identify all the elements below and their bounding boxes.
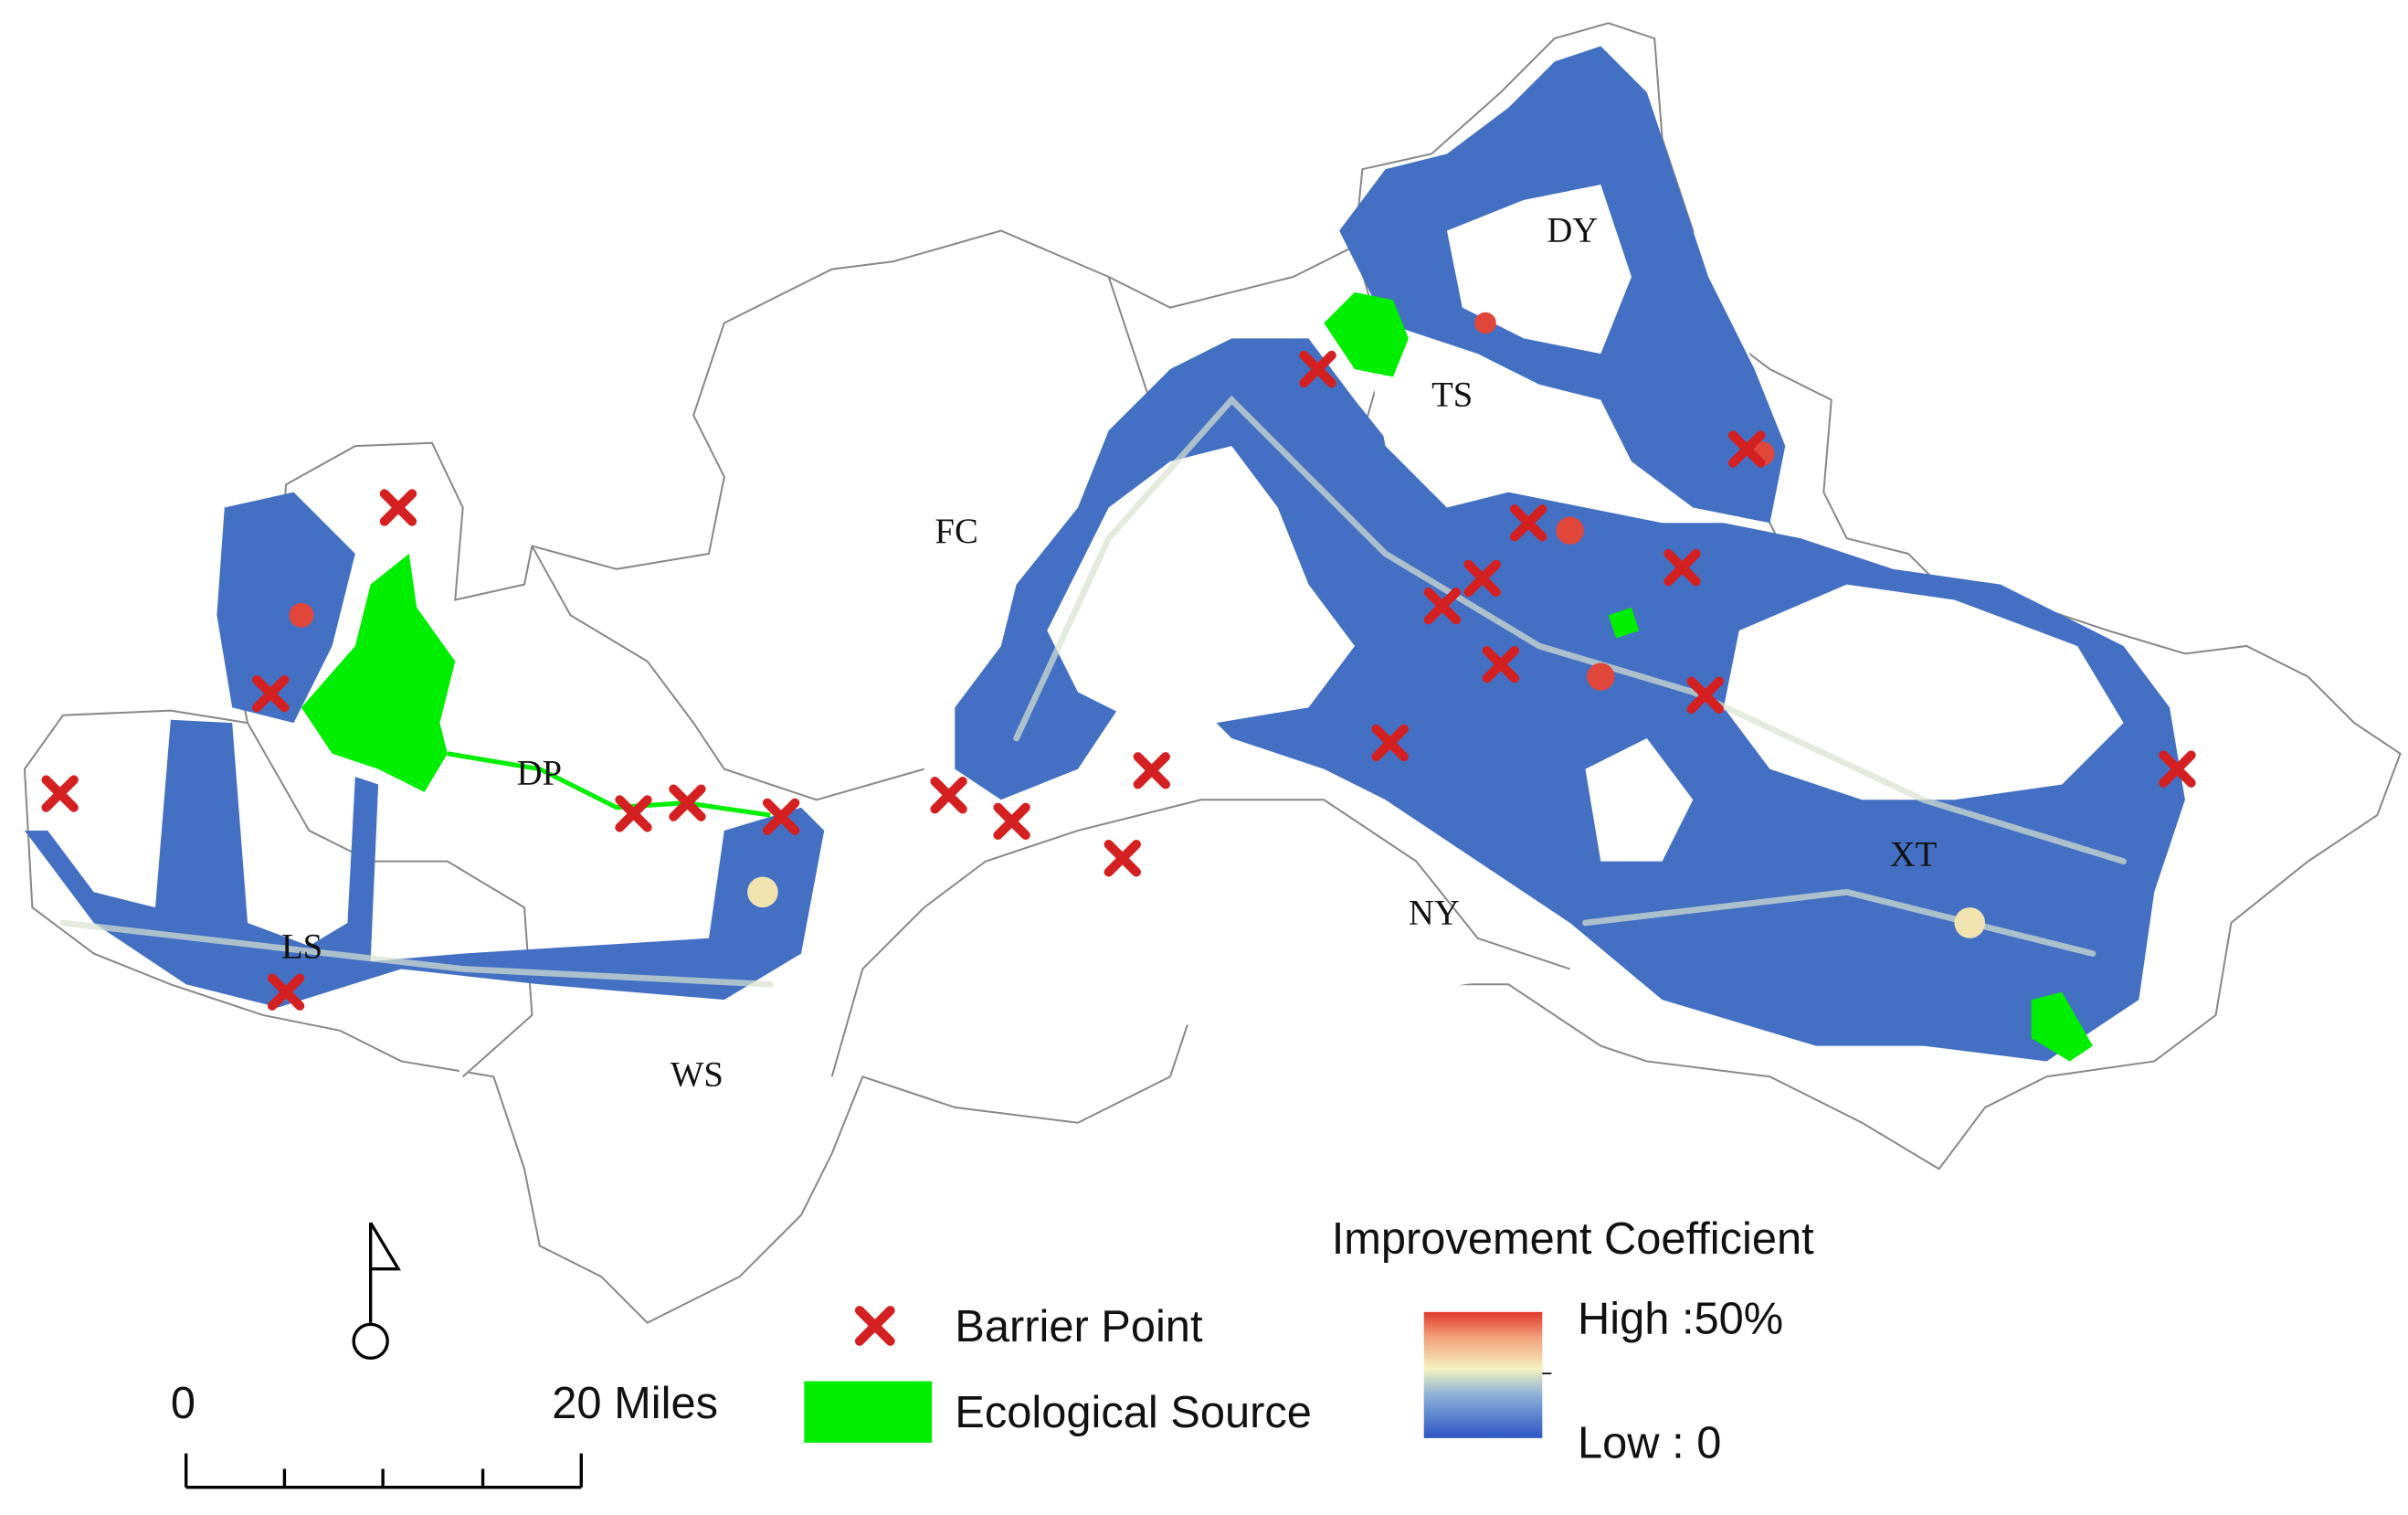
region-border [247, 722, 533, 1078]
hotspot [747, 876, 778, 908]
hotspot [1556, 516, 1584, 545]
region-labels: DY TS FC DP NY LS WS XT [281, 211, 1937, 1094]
barrier-point [1482, 645, 1520, 683]
hotspot [1954, 907, 1986, 938]
ecological-source [1324, 291, 1409, 377]
legend-title: Improvement Coefficient [1332, 1214, 1814, 1264]
legend-barrier-symbol [854, 1306, 895, 1346]
scale-bar [185, 1453, 583, 1489]
barrier-point [1423, 588, 1462, 625]
barrier-point [1299, 350, 1336, 388]
barrier-point [2159, 750, 2196, 788]
barrier-points [41, 350, 2196, 1011]
corridor-highlight [1013, 395, 2127, 864]
hotspot [1587, 662, 1615, 691]
region-label: FC [935, 513, 977, 551]
region-label: XT [1890, 836, 1938, 874]
region-label: LS [281, 928, 322, 967]
ecological-source [301, 553, 456, 792]
corridor-highlight [1582, 888, 2096, 957]
legend-label: Barrier Point [955, 1302, 1203, 1351]
region-label: DP [517, 754, 562, 792]
region-label: WS [671, 1055, 723, 1094]
scale-start: 0 [171, 1379, 195, 1428]
barrier-point [41, 775, 79, 812]
ecological-source [2031, 991, 2093, 1062]
corridor-area [24, 719, 825, 1008]
legend-low: Low : 0 [1578, 1419, 1721, 1468]
barrier-point [1509, 504, 1547, 542]
legend-ramp [1423, 1311, 1543, 1438]
corridor-gap [1446, 184, 1632, 355]
barrier-point [669, 784, 706, 821]
scale-end: 20 Miles [552, 1379, 718, 1428]
corridor-gap [1047, 446, 1355, 724]
region-label: DY [1547, 211, 1598, 249]
barrier-point [615, 795, 652, 832]
barrier-point [1133, 752, 1170, 789]
region-label: NY [1409, 895, 1460, 933]
region-border [830, 799, 1570, 1077]
legend-label: Ecological Source [955, 1388, 1312, 1437]
ecological-source [1608, 607, 1640, 639]
legend-high: High :50% [1578, 1294, 1783, 1343]
hotspot [1474, 312, 1496, 334]
barrier-point [252, 674, 290, 713]
ecological-sources [301, 291, 2093, 1062]
ecological-corridor [447, 751, 771, 818]
legend-source-swatch [804, 1381, 933, 1443]
barrier-point [762, 798, 800, 836]
barrier-point [993, 802, 1030, 841]
barrier-point [1104, 840, 1141, 877]
barrier-point [1663, 548, 1701, 587]
barrier-point [1371, 724, 1409, 762]
barrier-point [1727, 430, 1766, 468]
corridors [24, 46, 2185, 1062]
corridor-gap [1723, 584, 2124, 800]
corridor-gap [1585, 737, 1694, 862]
barrier-point [267, 973, 305, 1011]
region-border [531, 546, 924, 801]
corridor-gap [1369, 368, 1555, 493]
barrier-point [1686, 676, 1724, 715]
region-label: TS [1431, 376, 1473, 414]
corridor-area [217, 492, 355, 724]
north-arrow [352, 1222, 401, 1360]
legend: Barrier Point Ecological Source Improvem… [804, 1214, 1814, 1468]
corridor-highlight [59, 919, 774, 988]
hotspot [289, 602, 314, 628]
barrier-point [930, 777, 967, 814]
barrier-point [379, 489, 417, 526]
barrier-point [1463, 559, 1501, 598]
